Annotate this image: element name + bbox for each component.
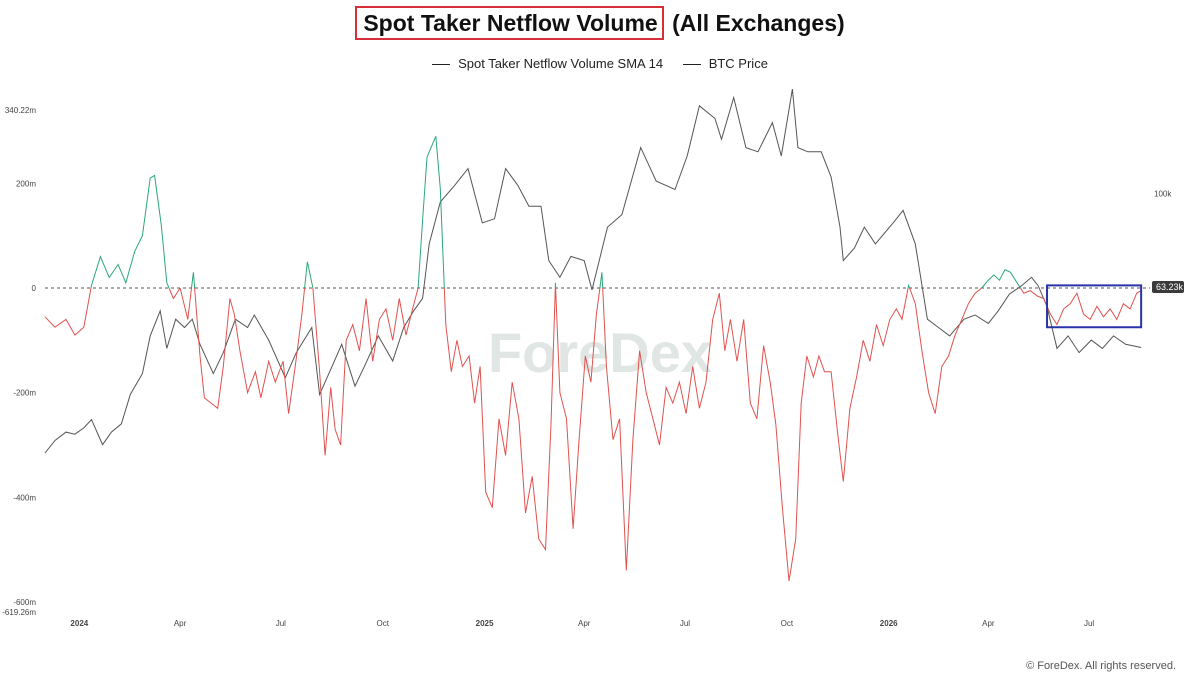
y-left-tick-label: 200m: [16, 179, 36, 188]
netflow-segment-negative: [909, 287, 983, 414]
netflow-segment-negative: [44, 287, 92, 336]
btc-price-line: [44, 89, 1142, 454]
netflow-segment-negative: [443, 287, 556, 552]
legend-swatch-netflow: [432, 64, 451, 66]
y-axis-right: 100k: [1154, 190, 1172, 199]
netflow-segment-negative: [179, 287, 192, 320]
netflow-segment-positive: [304, 261, 314, 289]
last-value-badge: 63.23k: [1152, 281, 1184, 294]
watermark: ForeDex: [488, 321, 712, 384]
netflow-segment-negative: [312, 287, 419, 456]
chart-legend: Spot Taker Netflow Volume SMA 14 BTC Pri…: [0, 56, 1200, 71]
y-left-tick-label: -400m: [13, 493, 36, 502]
x-axis: 2024 Apr Jul Oct 2025 Apr Jul Oct 2026 Apr Jul: [70, 619, 1094, 628]
netflow-segment-positive: [417, 136, 445, 289]
x-tick-label: Jul: [680, 619, 690, 628]
legend-item-netflow[interactable]: Spot Taker Netflow Volume SMA 14: [432, 56, 663, 71]
netflow-segment-positive: [191, 272, 196, 289]
btc-price-series: [44, 89, 1142, 454]
netflow-segment-positive: [90, 174, 170, 289]
x-tick-label: Jul: [1084, 619, 1094, 628]
x-tick-label: Apr: [174, 619, 187, 628]
netflow-segment-positive: [599, 272, 604, 289]
legend-label-btc-price: BTC Price: [708, 56, 768, 71]
last-value-badge-bg: [1152, 281, 1184, 294]
chart-title-suffix: (All Exchanges): [672, 10, 845, 36]
y-left-tick-label: 0: [32, 284, 37, 293]
last-value-label: 63.23k: [1156, 282, 1184, 292]
copyright-notice: © ForeDex. All rights reserved.: [1026, 660, 1176, 672]
x-tick-label: 2026: [880, 619, 898, 628]
y-axis-left: 340.22m 200m 0 -200m -400m -600m-619.26m: [2, 106, 36, 617]
netflow-line: [44, 136, 1142, 582]
legend-label-netflow: Spot Taker Netflow Volume SMA 14: [458, 56, 664, 71]
netflow-segment-negative: [168, 287, 181, 300]
chart-title-highlighted: Spot Taker Netflow Volume: [355, 6, 664, 40]
legend-swatch-btc-price: [682, 64, 701, 66]
y-right-tick-label: 100k: [1154, 190, 1172, 199]
y-left-tick-label: -600m: [13, 598, 36, 607]
x-tick-label: Oct: [781, 619, 794, 628]
y-left-tick-label: -619.26m: [2, 608, 36, 617]
y-left-tick-label: -200m: [13, 389, 36, 398]
x-tick-label: 2024: [70, 619, 88, 628]
x-tick-label: Oct: [376, 619, 389, 628]
legend-item-btc-price[interactable]: BTC Price: [682, 56, 768, 71]
netflow-segment-positive: [907, 283, 911, 289]
netflow-segment-positive: [981, 269, 1021, 289]
netflow-segment-negative: [194, 287, 306, 414]
netflow-segment-negative: [555, 287, 601, 529]
x-tick-label: 2025: [476, 619, 494, 628]
highlight-box: [1046, 284, 1143, 329]
netflow-segment-negative: [1020, 287, 1142, 326]
y-left-tick-label: 340.22m: [5, 106, 36, 115]
x-tick-label: Apr: [982, 619, 995, 628]
x-tick-label: Apr: [578, 619, 591, 628]
netflow-segment-negative: [602, 287, 909, 582]
x-tick-label: Jul: [276, 619, 286, 628]
chart-title: Spot Taker Netflow Volume (All Exchanges…: [0, 6, 1200, 40]
